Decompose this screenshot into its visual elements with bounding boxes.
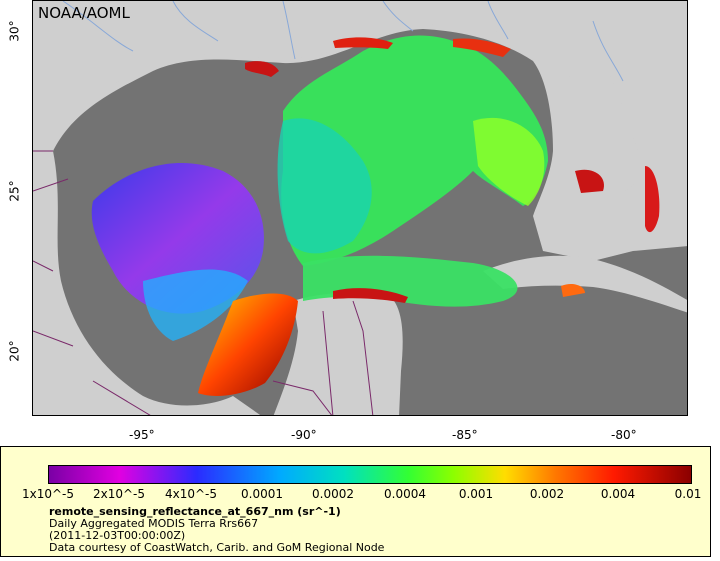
colorbar-tick: 4x10^-5	[164, 487, 218, 501]
map-canvas	[33, 1, 687, 415]
lat-tick-25: 25°	[7, 180, 22, 202]
coastal-turbid-louisiana	[245, 61, 279, 77]
mexico-land	[33, 151, 261, 415]
legend-panel: 1x10^-5 2x10^-5 4x10^-5 0.0001 0.0002 0.…	[0, 446, 711, 557]
us-coast-land	[33, 1, 533, 151]
data-swath-east	[473, 117, 545, 206]
lon-tick-95: -95°	[129, 428, 155, 442]
colorbar-tick: 0.004	[600, 487, 636, 501]
coastal-turbid-mobile	[333, 37, 393, 49]
lat-tick-20: 20°	[7, 340, 22, 362]
data-swath-west-cyan	[143, 269, 248, 341]
cuba-land	[483, 255, 687, 313]
map-area	[32, 0, 688, 416]
legend-description: Daily Aggregated MODIS Terra Rrs667	[49, 517, 259, 530]
lon-tick-90: -90°	[291, 428, 317, 442]
colorbar-tick: 0.0004	[384, 487, 426, 501]
yucatan-land	[273, 291, 403, 415]
colorbar-tick: 0.0002	[312, 487, 354, 501]
legend-source: Data courtesy of CoastWatch, Carib. and …	[49, 541, 385, 554]
colorbar-tick: 0.0001	[241, 487, 283, 501]
map-credit: NOAA/AOML	[38, 4, 130, 22]
coastal-turbid-bigbend	[453, 38, 511, 57]
borders	[33, 150, 374, 415]
lon-tick-80: -80°	[611, 428, 637, 442]
data-swath-cyan	[277, 118, 372, 254]
rivers	[62, 1, 624, 82]
bahamas-edge	[645, 166, 660, 233]
cuba-south-patch	[561, 283, 585, 297]
colorbar-tick: 0.001	[458, 487, 494, 501]
colorbar	[48, 465, 692, 484]
legend-variable: remote_sensing_reflectance_at_667_nm (sr…	[49, 505, 341, 518]
coastal-turbid-keys	[575, 169, 604, 193]
colorbar-tick: 2x10^-5	[92, 487, 146, 501]
legend-time: (2011-12-03T00:00:00Z)	[49, 529, 186, 542]
colorbar-tick: 0.002	[529, 487, 565, 501]
coastal-turbid-north-yucatan	[333, 288, 408, 303]
lat-tick-30: 30°	[7, 20, 22, 42]
coastal-turbid-campeche	[198, 293, 298, 396]
florida-land	[533, 39, 643, 194]
colorbar-tick: 0.01	[674, 487, 702, 501]
lon-tick-85: -85°	[452, 428, 478, 442]
colorbar-tick: 1x10^-5	[21, 487, 75, 501]
